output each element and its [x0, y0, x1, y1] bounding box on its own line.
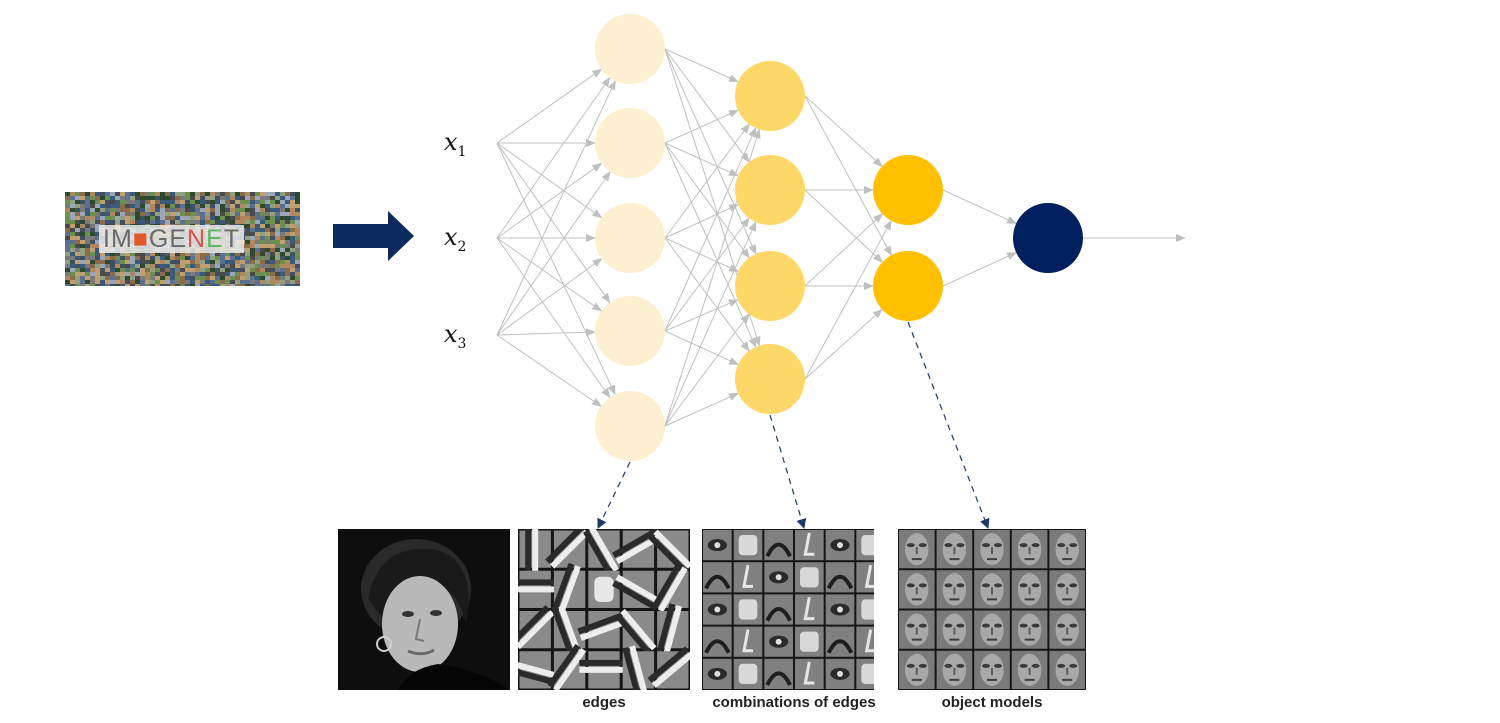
connection-l1-1-l2-1 — [804, 189, 884, 263]
connection-l1-2-l2-0 — [804, 213, 884, 287]
connection-input-0-l1-2 — [496, 142, 603, 219]
connections — [496, 48, 1186, 427]
dashed-pointer-3 — [907, 321, 990, 529]
connection-l2-0-l3-0 — [942, 189, 1018, 224]
input-label-x3: x3 — [444, 320, 467, 352]
neuron-layer2-4 — [735, 344, 805, 414]
input-label-x2: x2 — [444, 223, 467, 255]
face-photo-icon — [338, 529, 510, 690]
dashed-pointer-1 — [597, 461, 631, 529]
face-models-icon — [898, 529, 1086, 690]
connection-l0-3-l1-0 — [664, 127, 757, 332]
connection-l1-3-l2-1 — [804, 308, 883, 380]
caption-object-models: object models — [941, 694, 1043, 711]
connection-input-2-l1-3 — [496, 328, 597, 337]
connection-input-2-l1-1 — [496, 170, 611, 336]
caption-combinations: combinations of edges — [712, 694, 876, 711]
face-photo-panel — [338, 529, 510, 690]
neuron-layer4-1 — [1013, 203, 1083, 273]
connection-input-1-l1-0 — [496, 76, 611, 239]
edge-filters-icon — [518, 529, 690, 690]
connection-l0-4-l1-1 — [664, 221, 757, 427]
connection-l0-1-l1-2 — [664, 142, 750, 259]
connection-l0-1-l1-3 — [664, 142, 757, 348]
neuron-layer1-1 — [595, 14, 665, 84]
connection-l0-3-l1-1 — [664, 217, 750, 332]
connection-l0-3-l1-2 — [664, 299, 739, 332]
feature-pointers — [597, 321, 990, 529]
neuron-layer2-2 — [735, 155, 805, 225]
object-models-panel — [898, 529, 1086, 690]
neuron-layer2-3 — [735, 251, 805, 321]
neuron-layer3-2 — [873, 251, 943, 321]
input-label-x1: x1 — [444, 128, 467, 160]
connection-l0-1-l1-0 — [664, 109, 739, 144]
connection-l1-3-l2-0 — [804, 219, 892, 380]
connection-input-0-l1-4 — [496, 142, 616, 396]
imagenet-logo-text: IM■GENET — [99, 225, 245, 253]
edges-panel — [518, 529, 690, 690]
combinations-panel — [702, 529, 874, 690]
connection-input-2-l1-4 — [496, 334, 602, 407]
connection-l0-2-l1-0 — [664, 123, 750, 239]
input-arrow-icon — [333, 211, 414, 261]
connection-l0-2-l1-2 — [664, 237, 740, 272]
edge-combinations-icon — [702, 529, 874, 690]
connection-input-2-l1-2 — [496, 258, 603, 336]
neuron-layer1-4 — [595, 296, 665, 366]
connection-l2-1-l3-0 — [942, 252, 1018, 287]
neuron-layer1-5 — [595, 391, 665, 461]
neuron-layer2-1 — [735, 61, 805, 131]
connection-l0-1-l1-1 — [664, 142, 739, 177]
connection-input-2-l1-0 — [496, 79, 616, 336]
connection-l0-3-l1-3 — [664, 330, 740, 365]
connection-l0-2-l1-1 — [664, 204, 740, 239]
neuron-layer1-2 — [595, 108, 665, 178]
caption-edges: edges — [582, 694, 626, 711]
neuron-layer1-3 — [595, 203, 665, 273]
connection-l0-4-l1-2 — [664, 313, 750, 427]
connection-l1-0-l2-0 — [804, 95, 883, 168]
imagenet-logo-image: IM■GENET — [65, 192, 300, 286]
connection-input-0-l1-3 — [496, 142, 611, 304]
connection-input-0-l1-0 — [496, 68, 603, 144]
nodes — [595, 14, 1083, 461]
neuron-layer3-1 — [873, 155, 943, 225]
connection-l1-0-l2-1 — [804, 95, 892, 257]
connection-input-1-l1-4 — [496, 237, 611, 399]
connection-l0-4-l1-3 — [664, 392, 739, 427]
connection-input-1-l1-3 — [496, 237, 603, 312]
dashed-pointer-2 — [769, 414, 807, 529]
connection-input-1-l1-1 — [496, 162, 603, 239]
connection-l0-0-l1-0 — [664, 48, 739, 83]
